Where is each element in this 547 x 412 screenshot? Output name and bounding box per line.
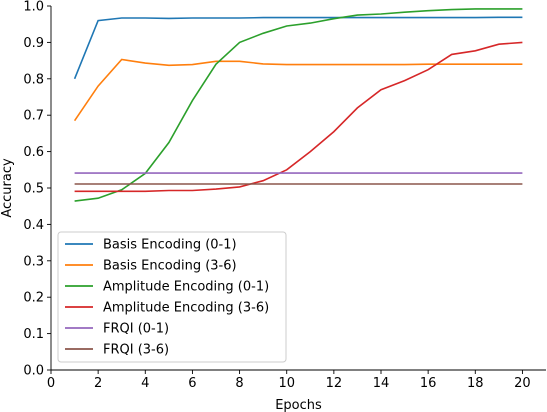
x-tick-label: 14 [373,376,390,391]
y-tick-label: 0.0 [23,364,44,379]
legend-entry: FRQI (0-1) [103,322,169,337]
series-line-4 [74,41,523,193]
y-tick-label: 1.0 [23,0,44,15]
legend-entry: Basis Encoding (3-6) [103,259,237,274]
x-tick-label: 12 [326,376,343,391]
legend-entry: Basis Encoding (0-1) [103,238,237,253]
y-tick-label: 0.8 [23,72,44,87]
legend-frame [57,231,287,363]
series-line-2 [73,58,523,122]
y-tick-label: 0.4 [23,218,44,233]
series-line-1 [73,16,523,80]
y-tick-label: 0.3 [23,254,44,269]
x-tick-label: 16 [420,376,437,391]
plot-area [73,8,523,202]
x-tick-label: 6 [188,376,196,391]
legend-entry: Amplitude Encoding (0-1) [103,280,269,295]
legend: Basis Encoding (0-1) Basis Encoding (3-6)… [57,231,287,363]
legend-entry: FRQI (3-6) [103,343,169,358]
y-tick-label: 0.9 [23,36,44,51]
axes: 0 2 4 6 8 10 12 14 16 18 20 0.0 0.1 0.2 0.3 0.4 0.5 0.6 0.… [23,0,546,391]
y-tick-label: 0.5 [23,182,44,197]
x-tick-label: 18 [467,376,484,391]
y-tick-label: 0.2 [23,291,44,306]
y-tick-label: 0.1 [23,327,44,342]
x-tick-label: 20 [514,376,531,391]
y-tick-label: 0.7 [23,109,44,124]
legend-entry: Amplitude Encoding (3-6) [103,301,269,316]
x-tick-label: 0 [47,376,55,391]
x-tick-label: 4 [141,376,149,391]
x-axis-label: Epochs [275,398,322,412]
x-tick-label: 10 [278,376,295,391]
x-tick-label: 8 [235,376,243,391]
y-axis-label: Accuracy [0,158,15,218]
x-tick-label: 2 [94,376,102,391]
series-line-3 [74,8,523,202]
y-tick-label: 0.6 [23,145,44,160]
